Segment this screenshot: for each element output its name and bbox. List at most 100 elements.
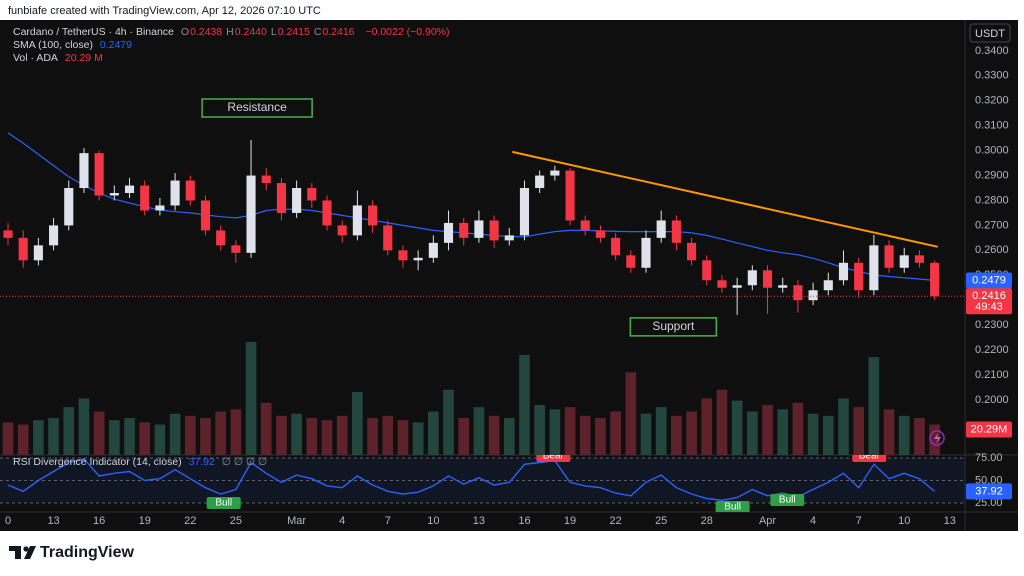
candle-body	[823, 280, 833, 291]
volume-axis-label: 20.29M	[971, 423, 1008, 435]
volume-bar	[686, 411, 697, 455]
volume-bar	[93, 411, 105, 455]
volume-bar	[473, 407, 485, 455]
candle-body	[504, 235, 514, 241]
annotation-box	[201, 98, 313, 118]
trend-line	[512, 150, 938, 248]
y-tick-label: 0.3300	[975, 70, 1009, 82]
candle-body	[717, 280, 727, 288]
candle-body	[140, 185, 150, 211]
candle-body	[489, 220, 499, 241]
candle-body	[322, 200, 332, 226]
annotation-text: Resistance	[227, 100, 287, 114]
x-tick-label: 13	[473, 515, 485, 527]
volume-name: Vol · ADA	[13, 52, 58, 64]
candle-body	[535, 175, 545, 189]
signal-box	[770, 494, 805, 507]
volume-bar	[610, 411, 621, 455]
volume-bar	[731, 400, 743, 455]
candle-body	[778, 285, 788, 288]
volume-bar	[139, 422, 151, 455]
candle-body	[474, 220, 484, 238]
volume-bar	[549, 409, 561, 455]
volume-bar	[443, 389, 454, 455]
volume-bar	[48, 418, 59, 455]
candle-body	[687, 242, 697, 261]
x-tick-label: 19	[139, 515, 151, 527]
candle-body	[854, 262, 864, 291]
symbol: Cardano / TetherUS · 4h · Binance	[13, 26, 174, 38]
candle-body	[79, 153, 89, 189]
annotation-text: Support	[652, 319, 695, 333]
candle-body	[702, 260, 712, 281]
volume-bar	[503, 418, 515, 455]
candle-body	[793, 285, 803, 301]
symbol-legend: Cardano / TetherUS · 4h · Binance O0.243…	[13, 26, 454, 38]
volume-bar	[625, 372, 637, 455]
volume-bar	[109, 420, 120, 455]
candle-body	[459, 222, 469, 238]
rsi-value: 37.92	[188, 456, 215, 468]
candle-body	[914, 255, 924, 263]
alert-icon-bolt	[934, 433, 941, 444]
candle-body	[18, 237, 28, 261]
signal-box	[206, 496, 241, 509]
candle-body	[216, 230, 226, 246]
sma-axis-label-box	[966, 272, 1012, 289]
volume-bar	[458, 418, 470, 455]
candle-body	[732, 285, 742, 288]
volume-bar	[412, 422, 424, 455]
ohlc-key: L	[270, 26, 277, 38]
signal-box	[715, 500, 750, 512]
volume-bar	[762, 404, 773, 455]
candle-body	[246, 175, 256, 253]
candle-body	[383, 225, 393, 251]
volume-bar	[488, 415, 500, 455]
volume-bar	[428, 411, 439, 455]
candle-body	[808, 290, 818, 301]
logo-part	[24, 546, 36, 559]
volume-bar	[914, 418, 925, 455]
ohlc-key: H	[226, 26, 234, 38]
candle-body	[155, 205, 165, 211]
x-tick-label: 10	[427, 515, 439, 527]
candle-body	[292, 188, 302, 213]
candle-body	[307, 188, 317, 201]
candle-body	[869, 245, 879, 291]
candle-body	[747, 270, 757, 286]
candle-body	[641, 237, 651, 268]
unit-label: USDT	[975, 28, 1005, 40]
x-tick-label: 28	[701, 515, 713, 527]
volume-bar	[792, 402, 804, 455]
alert-icon[interactable]	[929, 430, 945, 446]
candle-body	[3, 230, 13, 238]
candle-body	[565, 170, 575, 221]
y-tick-label: 0.2600	[975, 244, 1009, 256]
candle-body	[884, 245, 894, 268]
volume-bar	[716, 389, 728, 455]
volume-bar	[883, 409, 895, 455]
volume-axis-label-box	[966, 421, 1012, 438]
candle-body	[170, 180, 180, 206]
y-tick-label: 0.3100	[975, 120, 1009, 132]
ohlc-value: 0.2416	[322, 26, 355, 38]
ohlc-value: 0.2415	[277, 26, 310, 38]
candle-body	[368, 205, 378, 226]
volume-bar	[321, 420, 333, 455]
candle-body	[838, 262, 849, 281]
rsi-legend: RSI Divergence Indicator (14, close) 37.…	[13, 456, 271, 468]
x-tick-label: 25	[230, 515, 242, 527]
axes: 0.20000.21000.22000.23000.24000.25000.26…	[5, 45, 1012, 527]
countdown: 49:43	[975, 301, 1003, 313]
x-tick-label: 22	[184, 515, 196, 527]
volume-bar	[807, 413, 819, 455]
volume-bar	[245, 341, 257, 455]
candle-body	[413, 257, 423, 261]
x-tick-label: 13	[944, 515, 956, 527]
rsi-tick-label: 25.00	[975, 497, 1003, 509]
volume-bar	[63, 407, 75, 455]
logo	[9, 546, 36, 559]
volume-bar	[868, 357, 880, 455]
